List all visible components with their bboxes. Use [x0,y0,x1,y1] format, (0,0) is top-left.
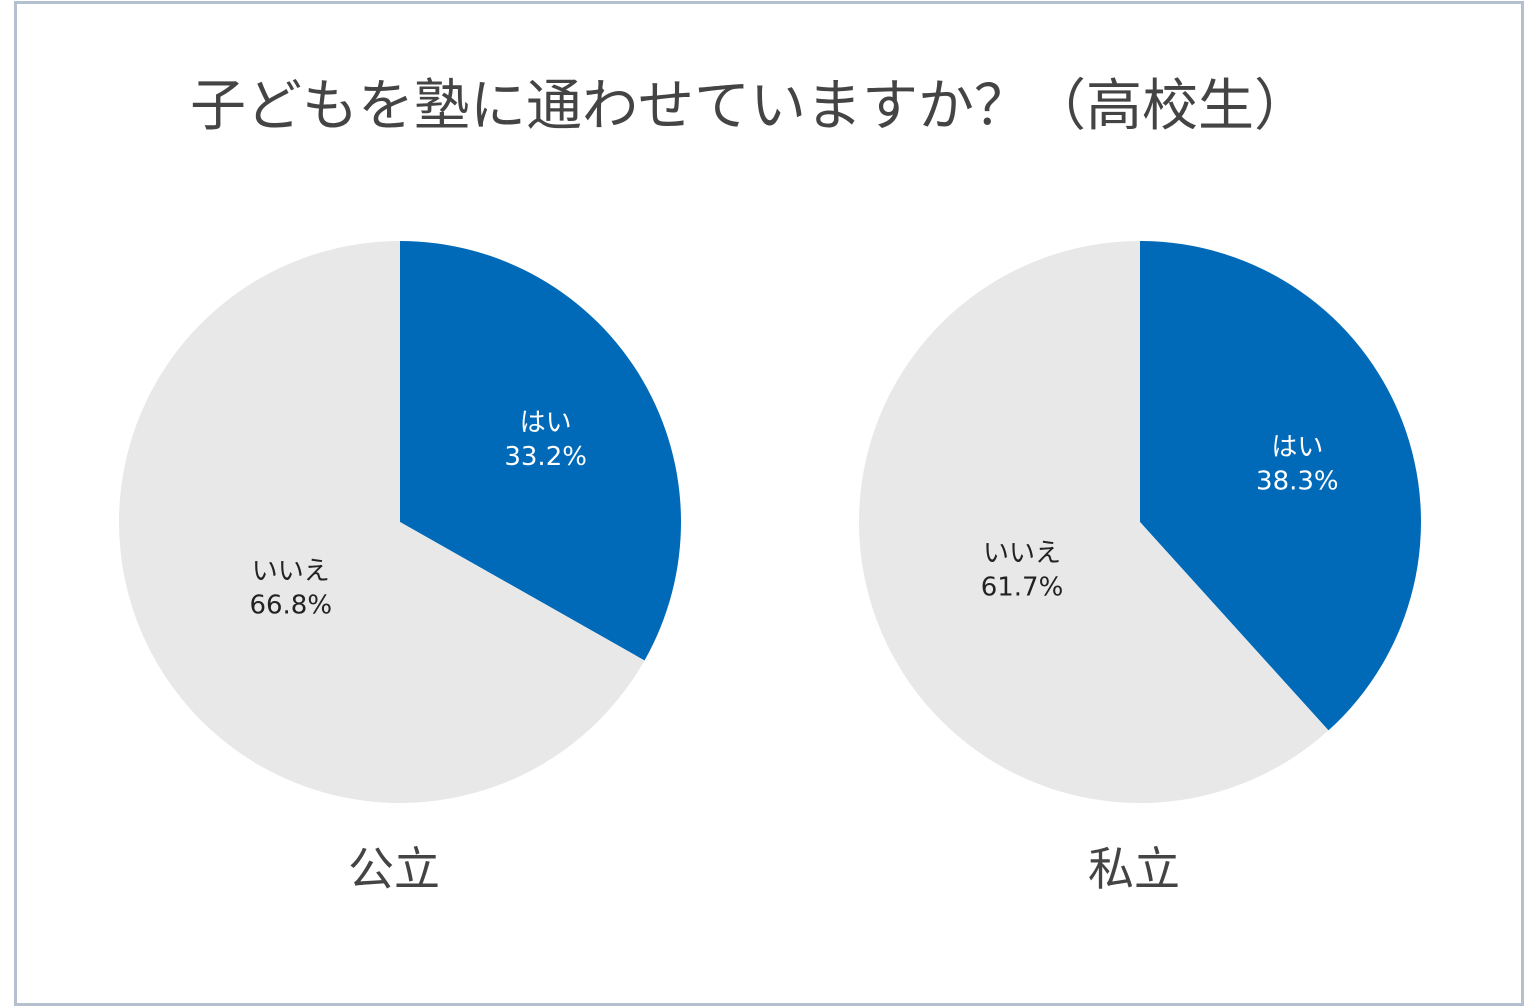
slice-value-label: 33.2% [504,442,587,472]
slice-value-label: 38.3% [1256,466,1339,496]
slice-label: はい [520,408,572,438]
pie-category-label: 私立 [1088,842,1180,896]
chart-frame [14,1,1524,1006]
slice-label: いいえ [252,557,330,587]
pie-slice-0-1 [118,241,645,803]
slice-label: はい [1271,432,1323,462]
slice-label: いいえ [983,538,1061,568]
pie-slice-0-0 [400,241,681,661]
pie-slice-1-0 [1140,241,1421,731]
chart-title: 子どもを塾に通わせていますか？（高校生） [190,74,1310,139]
pie-category-label: 公立 [348,842,440,896]
slice-value-label: 66.8% [249,591,332,621]
pie-slice-1-1 [859,241,1329,803]
slice-value-label: 61.7% [981,572,1064,602]
